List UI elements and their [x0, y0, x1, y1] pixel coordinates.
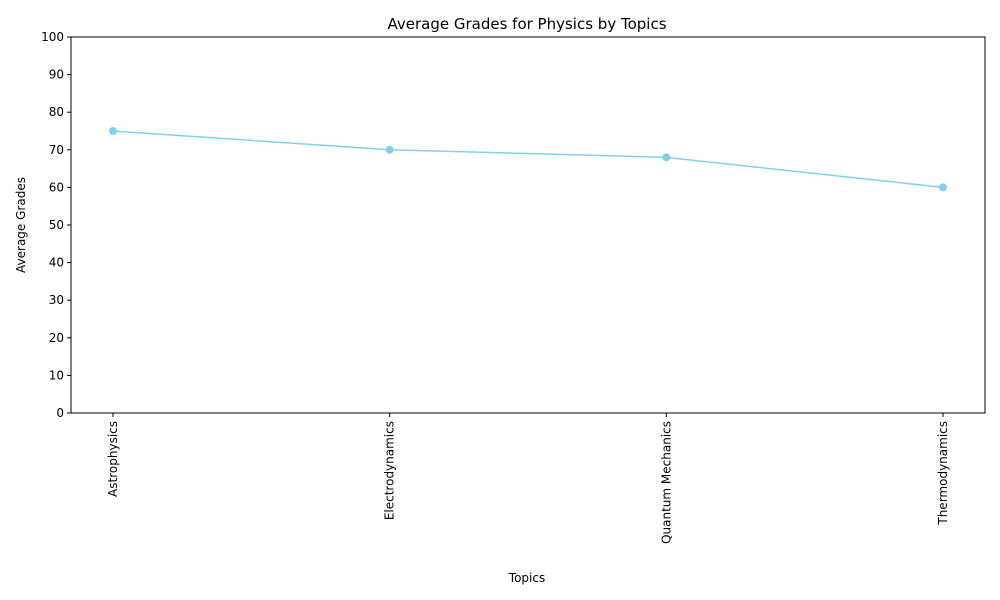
x-tick-label: Quantum Mechanics [659, 421, 673, 544]
y-tick-label: 100 [41, 30, 64, 44]
series-layer [109, 127, 947, 192]
y-axis-label: Average Grades [14, 177, 28, 273]
y-tick-label: 70 [49, 143, 64, 157]
y-tick-label: 50 [49, 218, 64, 232]
x-tick-label: Electrodynamics [383, 421, 397, 520]
y-tick-label: 40 [49, 256, 64, 270]
x-tick-label: Thermodynamics [936, 421, 950, 526]
plot-area: 0 10 20 30 40 50 60 70 80 90 100 Astrophysics Elect… [41, 30, 986, 544]
data-point [662, 153, 671, 162]
series-line [112, 130, 944, 189]
y-tick-label: 20 [49, 331, 64, 345]
y-tick-label: 80 [49, 105, 64, 119]
data-point [385, 145, 394, 154]
y-tick-label: 0 [56, 406, 64, 420]
y-tick-label: 30 [49, 293, 64, 307]
data-point [109, 127, 117, 135]
chart-title: Average Grades for Physics by Topics [387, 15, 666, 33]
data-point [939, 183, 947, 192]
plot-frame [70, 36, 986, 414]
x-axis-label: Topics [508, 571, 545, 585]
x-tick-label: Astrophysics [106, 421, 120, 497]
y-tick-label: 60 [49, 180, 64, 194]
y-tick-label: 10 [49, 368, 64, 382]
x-axis: Astrophysics Electrodynamics Quantum Mecha… [106, 413, 950, 544]
y-tick-label: 90 [49, 68, 64, 82]
y-axis: 0 10 20 30 40 50 60 70 80 90 100 [41, 30, 71, 420]
